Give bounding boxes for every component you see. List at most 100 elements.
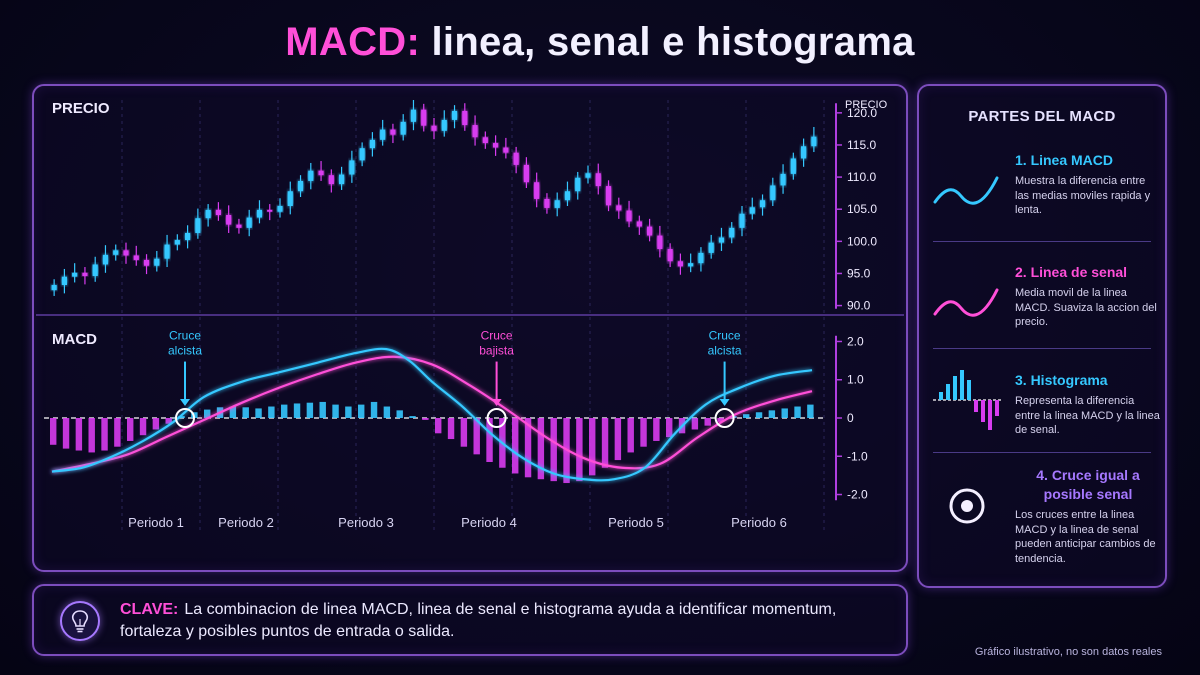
histogram-bar [794, 406, 801, 418]
histogram-bar [101, 418, 108, 451]
candle-body [359, 148, 365, 161]
price-tick-label: 90.0 [847, 299, 871, 313]
candle-body [482, 137, 488, 144]
candle-body [595, 173, 601, 187]
footnote: Gráfico ilustrativo, no son datos reales [974, 646, 1162, 658]
candle-body [801, 146, 807, 159]
crossover-arrow-head [180, 399, 190, 406]
candle-body [451, 110, 458, 120]
macd-tick-label: 0 [847, 411, 854, 425]
histogram-bar [717, 418, 724, 422]
histogram-bar [614, 418, 622, 461]
candle-body [339, 174, 345, 185]
crossover-arrow-head [719, 399, 730, 406]
side-item-desc: Representa la diferencia entre la linea … [1015, 395, 1160, 436]
price-tick-label: 95.0 [847, 266, 871, 280]
candle-body [759, 200, 766, 208]
side-panel: PARTES DEL MACD 1. Linea MACD Muestra la… [917, 84, 1167, 588]
histogram-bar [473, 418, 480, 455]
price-tick-label: 115.0 [847, 138, 876, 152]
key-panel: CLAVE: La combinacion de linea MACD, line… [32, 584, 908, 656]
wave-blue-icon [933, 176, 999, 205]
crossover-label: Cruce [481, 329, 513, 343]
key-body: La combinacion de linea MACD, linea de s… [120, 601, 837, 640]
histogram-bar [743, 414, 750, 418]
price-panel-label: PRECIO [52, 100, 110, 117]
histogram-bar [576, 418, 583, 482]
histogram-bar [755, 412, 763, 418]
histogram-bar [807, 404, 814, 418]
histogram-bar [345, 406, 352, 418]
histogram-bar [653, 418, 660, 441]
candle-body [636, 221, 642, 227]
candle-body [657, 235, 663, 250]
candle-body [441, 119, 447, 131]
candle-body [493, 143, 499, 148]
candle-body [61, 276, 67, 286]
candle-body [462, 110, 468, 126]
candle-body [236, 224, 242, 228]
candle-body [308, 170, 314, 181]
candle-body [349, 160, 355, 175]
candle-body [72, 272, 78, 277]
side-item-heading: 1. Linea MACD [1015, 152, 1114, 168]
candle-body [328, 175, 334, 185]
candle-body [287, 191, 293, 206]
key-text: CLAVE: La combinacion de linea MACD, line… [120, 599, 896, 643]
histogram-bar [139, 418, 147, 436]
histogram-bar [268, 406, 275, 418]
crossover-marker [175, 408, 195, 428]
histogram-bar [422, 418, 429, 420]
histogram-bar [88, 418, 95, 453]
side-item-heading: 2. Linea de senal [1015, 264, 1128, 280]
period-label: Periodo 1 [128, 515, 184, 530]
histogram-bar [306, 402, 314, 418]
candle-body [626, 210, 632, 222]
wave-pink-icon [933, 288, 999, 317]
histogram-bar [627, 418, 634, 453]
candle-body [143, 259, 150, 266]
crossover-label: alcista [708, 344, 742, 358]
chart-panel: PRECIO MACD PRECIO 120.0 115.0 110.0 105.0 100.… [32, 84, 908, 572]
side-panel-title: PARTES DEL MACD [968, 108, 1116, 125]
candle-body [523, 164, 529, 183]
candle-body [390, 129, 396, 135]
candle-body [277, 206, 283, 212]
histogram-bar [50, 418, 57, 445]
histogram-bar [383, 406, 391, 418]
candle-body [421, 109, 427, 126]
period-label: Periodo 3 [338, 515, 394, 530]
candle-body [164, 244, 170, 259]
crossover-arrow-head [491, 399, 502, 406]
candle-body [113, 250, 119, 255]
macd-tick-label: 2.0 [847, 334, 864, 348]
candle-body [226, 214, 232, 225]
divider [933, 241, 1151, 242]
histogram-bar [447, 418, 455, 440]
candle-body [185, 232, 191, 241]
candle-body [698, 252, 704, 264]
histogram-icon [933, 370, 1001, 430]
macd-chart: PRECIOMACDPRECIO120.0115.0110.0105.0100.… [36, 99, 904, 530]
divider [933, 348, 1151, 349]
candle-body [503, 147, 509, 153]
histogram-bar [396, 410, 403, 418]
side-item-desc: Los cruces entre la linea MACD y la line… [1015, 509, 1156, 565]
title-accent: MACD: [285, 20, 421, 64]
histogram-bar [409, 416, 416, 418]
histogram-bar [589, 418, 596, 476]
candle-body [790, 158, 796, 174]
histogram-bar [550, 418, 557, 482]
period-label: Periodo 5 [608, 515, 664, 530]
title-rest: linea, senal e histograma [420, 20, 915, 64]
candle-body [554, 200, 560, 208]
candle-body [718, 237, 725, 243]
histogram-bar [75, 418, 83, 451]
side-item-heading: 3. Histograma [1015, 372, 1108, 388]
histogram-bar [691, 418, 699, 430]
candle-body [410, 109, 417, 122]
histogram-bar [704, 418, 711, 426]
macd-tick-label: 1.0 [847, 373, 864, 387]
histogram-bar [165, 418, 172, 424]
candle-body [82, 272, 88, 277]
